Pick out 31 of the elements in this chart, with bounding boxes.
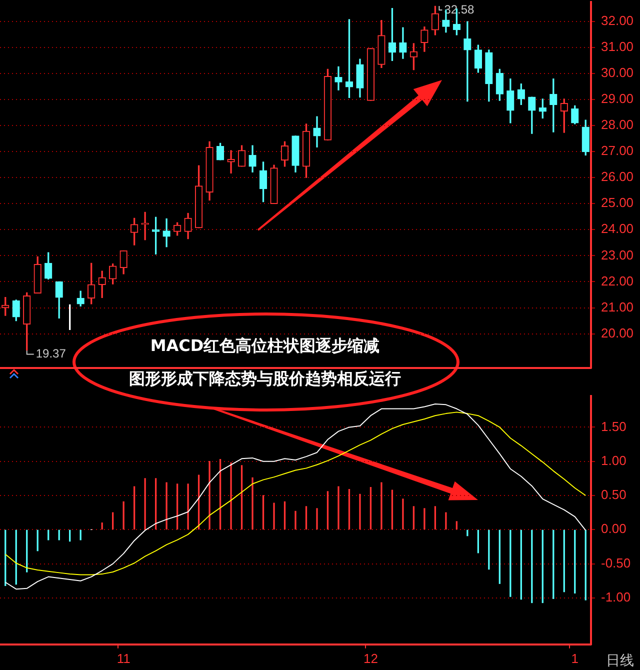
y-tick-label: 22.00 (601, 273, 634, 288)
text: 图形形成下降态势与股价趋势相反运行 (128, 369, 402, 390)
text: 日线 (606, 652, 634, 670)
y-tick-label: 0.00 (601, 521, 626, 536)
y-tick-label: 0.50 (601, 487, 626, 502)
y-tick-label: -1.00 (601, 590, 631, 605)
y-tick-label: 26.00 (601, 169, 634, 184)
y-tick-label: 21.00 (601, 299, 634, 314)
y-tick-label: 23.00 (601, 247, 634, 262)
candlestick (464, 21, 472, 102)
y-tick-label: 29.00 (601, 91, 634, 106)
x-tick-label: 11 (116, 650, 130, 666)
candlestick (162, 218, 170, 248)
y-tick-label: 32.00 (601, 12, 634, 28)
y-tick-label: 25.00 (601, 195, 634, 210)
annotation: 32.58 (444, 2, 475, 16)
candlestick (334, 66, 342, 90)
y-tick-label: 1.50 (601, 418, 626, 434)
y-tick-label: 28.00 (601, 117, 634, 132)
y-tick-label: 27.00 (601, 143, 634, 158)
y-tick-label: 20.00 (601, 325, 634, 340)
y-tick-label: 24.00 (601, 221, 634, 236)
annotation: MACD红色高位柱状图逐步缩减 (150, 336, 380, 355)
y-tick-label: 30.00 (601, 64, 634, 80)
candlestick (227, 150, 235, 174)
x-tick-label: 1 (571, 650, 578, 666)
y-tick-label: 31.00 (601, 38, 634, 54)
y-tick-label: -0.50 (601, 555, 631, 570)
annotation: 19.37 (36, 346, 66, 361)
y-tick-label: 1.00 (601, 452, 626, 468)
x-tick-label: 12 (363, 650, 378, 666)
